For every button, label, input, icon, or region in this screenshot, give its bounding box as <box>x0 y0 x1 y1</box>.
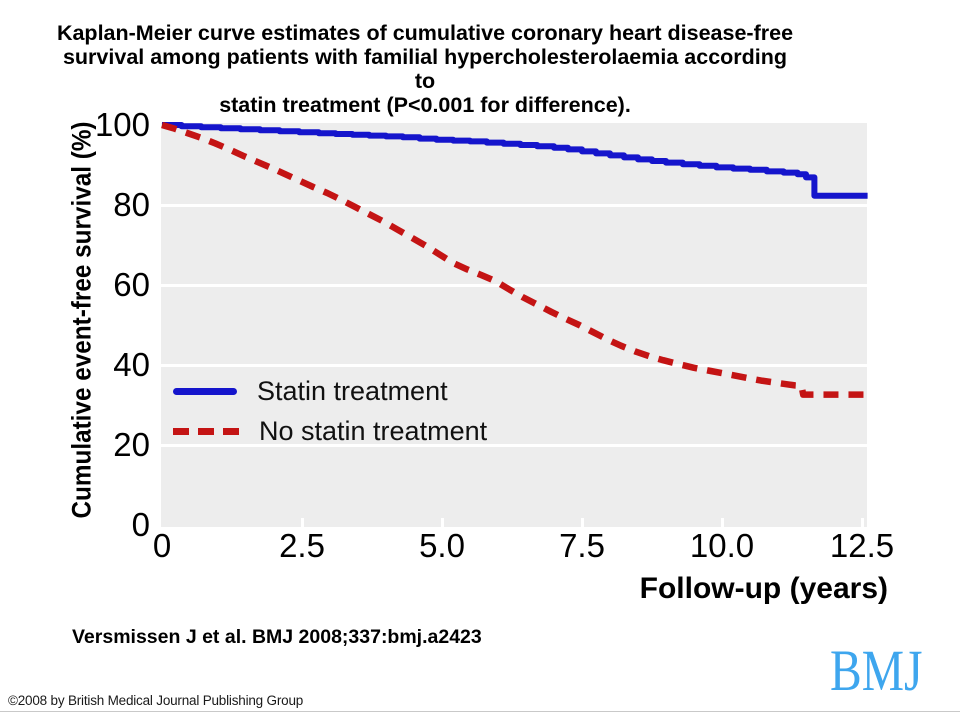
citation: Versmissen J et al. BMJ 2008;337:bmj.a24… <box>72 626 482 648</box>
legend-item-statin: Statin treatment <box>173 371 487 411</box>
legend-label-statin: Statin treatment <box>257 375 448 406</box>
plot-area <box>161 123 867 527</box>
gridline-80 <box>161 204 867 207</box>
bottom-divider <box>0 711 960 712</box>
copyright-notice: ©2008 by British Medical Journal Publish… <box>8 693 304 708</box>
y-tick-label-20: 20 <box>113 426 150 463</box>
y-tick-label-100: 100 <box>94 106 150 143</box>
chart-title: Kaplan-Meier curve estimates of cumulati… <box>55 21 795 117</box>
bmj-logo: BMJ <box>830 638 923 703</box>
x-tick-label-0: 0 <box>152 527 172 564</box>
chart-title-line-3: statin treatment (P<0.001 for difference… <box>219 93 631 117</box>
legend-label-no-statin: No statin treatment <box>259 415 488 446</box>
y-tick-label-0: 0 <box>131 506 150 543</box>
y-tick-label-60: 60 <box>113 266 150 303</box>
legend-item-no-statin: No statin treatment <box>173 411 487 451</box>
x-tick-label-12.5: 12.5 <box>829 527 895 564</box>
x-tick-label-2.5: 2.5 <box>279 527 325 564</box>
x-tick-label-5.0: 5.0 <box>419 527 465 564</box>
x-tick-notch-10 <box>721 518 724 527</box>
x-tick-label-10.0: 10.0 <box>689 527 755 564</box>
x-tick-notch-5 <box>441 518 444 527</box>
x-tick-label-7.5: 7.5 <box>559 527 605 564</box>
x-tick-notch-2.5 <box>301 518 304 527</box>
gridline-20 <box>161 444 867 447</box>
x-axis-title: Follow-up (years) <box>639 572 888 605</box>
chart-title-line-2: survival among patients with familial hy… <box>62 45 788 93</box>
x-tick-notch-12.5 <box>861 518 864 527</box>
chart-title-line-1: Kaplan-Meier curve estimates of cumulati… <box>56 21 794 45</box>
x-tick-notch-7.5 <box>581 518 584 527</box>
y-tick-label-40: 40 <box>113 346 150 383</box>
no-statin-dashed-swatch-icon <box>173 427 239 435</box>
legend: Statin treatment No statin treatment <box>173 371 487 451</box>
statin-line-swatch-icon <box>173 387 237 395</box>
y-tick-label-80: 80 <box>113 186 150 223</box>
gridline-60 <box>161 284 867 287</box>
gridline-40 <box>161 364 867 367</box>
